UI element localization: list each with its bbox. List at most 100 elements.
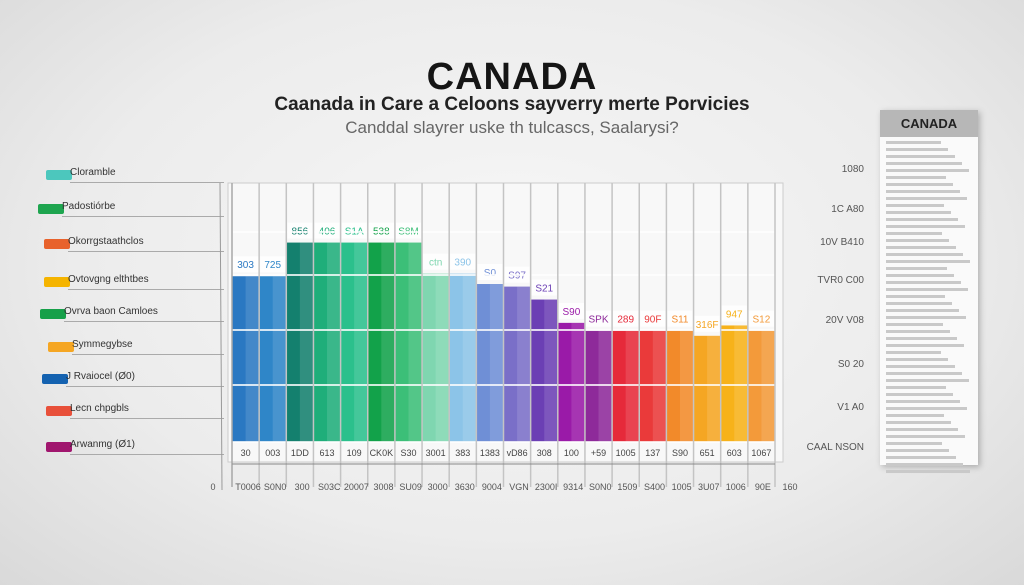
legend-line [66, 386, 224, 387]
panel-text-line [886, 246, 956, 249]
panel-text-line [886, 323, 943, 326]
x-tick-label: 1509 [617, 482, 637, 492]
legend-swatch [40, 309, 66, 319]
legend-line [72, 354, 224, 355]
legend-swatch [46, 406, 72, 416]
bar-shade [571, 322, 585, 442]
chart-title: CANADA [426, 56, 598, 98]
x-tick-label: 9004 [482, 482, 502, 492]
panel-text-line [886, 407, 967, 410]
value-label-box [423, 253, 449, 270]
value-label-box [613, 310, 639, 327]
bar [720, 325, 748, 442]
panel-text-line [886, 239, 949, 242]
category-label: 1DD [291, 448, 310, 458]
value-label: 947 [726, 309, 743, 320]
panel-text-line [886, 379, 969, 382]
bar [557, 322, 585, 442]
value-label: SPK [589, 315, 609, 326]
panel-text-line [886, 400, 960, 403]
panel-text-line [886, 274, 954, 277]
legend-line [70, 182, 224, 183]
panel-text-line [886, 288, 968, 291]
bar [612, 330, 640, 442]
legend-swatch [42, 374, 68, 384]
category-label: 651 [700, 448, 715, 458]
x-tick-label: SU09 [399, 482, 422, 492]
category-label: 003 [265, 448, 280, 458]
right-axis-label: 1080 [841, 164, 864, 175]
panel-text-line [886, 281, 961, 284]
x-tick-label: S0N0 [264, 482, 287, 492]
legend-line [68, 251, 224, 252]
legend-label: Lecn chpgbls [70, 403, 129, 414]
right-axis-label: TVR0 C00 [817, 275, 864, 286]
category-label: S90 [672, 448, 688, 458]
category-label: 603 [727, 448, 742, 458]
legend-line [62, 216, 224, 217]
panel-text-line [886, 183, 953, 186]
right-axis-label: V1 A0 [837, 402, 864, 413]
x-tick-label: T0006 [235, 482, 261, 492]
chart-subtitle-secondary: Canddal slayrer uske th tulcascs, Saalar… [345, 118, 679, 137]
bar-shade [272, 276, 287, 442]
x-tick-label: S400 [644, 482, 665, 492]
category-label: 1005 [616, 448, 636, 458]
value-label-box [395, 222, 422, 239]
category-label: 1383 [480, 448, 500, 458]
value-label-box [477, 264, 503, 281]
legend-label: Cloramble [70, 167, 116, 178]
category-label: 3001 [426, 448, 446, 458]
bar-shade [327, 242, 341, 442]
x-tick-label: 3U07 [698, 482, 720, 492]
panel-text-line [886, 393, 953, 396]
panel-text-line [886, 386, 946, 389]
category-label: +59 [591, 448, 606, 458]
panel-text-line [886, 365, 955, 368]
panel-text-line [886, 316, 966, 319]
value-label: S11 [671, 315, 688, 326]
panel-text-line [886, 470, 970, 473]
value-label-box [640, 310, 666, 327]
legend-line [70, 418, 224, 419]
category-label: 100 [564, 448, 579, 458]
bar-shade [598, 330, 613, 442]
x-tick-label: 3630 [455, 482, 475, 492]
right-axis-label: S0 20 [837, 359, 864, 370]
panel-text-line [886, 141, 941, 144]
x-tick-label: S03C [318, 482, 341, 492]
value-label: ctn [429, 258, 442, 269]
panel-text-line [886, 211, 951, 214]
panel-text-line [886, 337, 957, 340]
x-tick-label: 20007 [344, 482, 369, 492]
value-label-box [585, 310, 612, 327]
panel-text-line [886, 267, 947, 270]
category-label: 613 [320, 448, 335, 458]
legend-swatch [46, 170, 72, 180]
legend-label: Symmegybse [72, 339, 133, 350]
legend-swatch [44, 239, 70, 249]
panel-text-line [886, 372, 962, 375]
x-tick-label: 2300I [535, 482, 558, 492]
chart-subtitle: Caanada in Care a Celoons sayverry merte… [274, 94, 750, 115]
legend-label: Padostiórbe [62, 201, 116, 212]
x-tick-label: 0 [210, 482, 215, 492]
legend-label: Ovrva baon Camloes [64, 306, 158, 317]
panel-text-line [886, 260, 970, 263]
panel-text-line [886, 456, 956, 459]
bar-shade [544, 299, 558, 442]
legend-line [68, 289, 224, 290]
bar-shade [652, 330, 667, 442]
panel-text-line [886, 176, 946, 179]
bar [530, 299, 558, 442]
value-label-box [721, 305, 747, 322]
bar [639, 330, 667, 442]
x-tick-label: 300 [295, 482, 310, 492]
value-label: S97 [508, 271, 526, 282]
bar-shade [245, 276, 260, 442]
panel-text-line [886, 449, 949, 452]
bar-shade [408, 242, 423, 442]
category-label: 383 [455, 448, 470, 458]
x-tick-label: 160 [782, 482, 797, 492]
right-axis-label: 10V B410 [820, 237, 864, 248]
